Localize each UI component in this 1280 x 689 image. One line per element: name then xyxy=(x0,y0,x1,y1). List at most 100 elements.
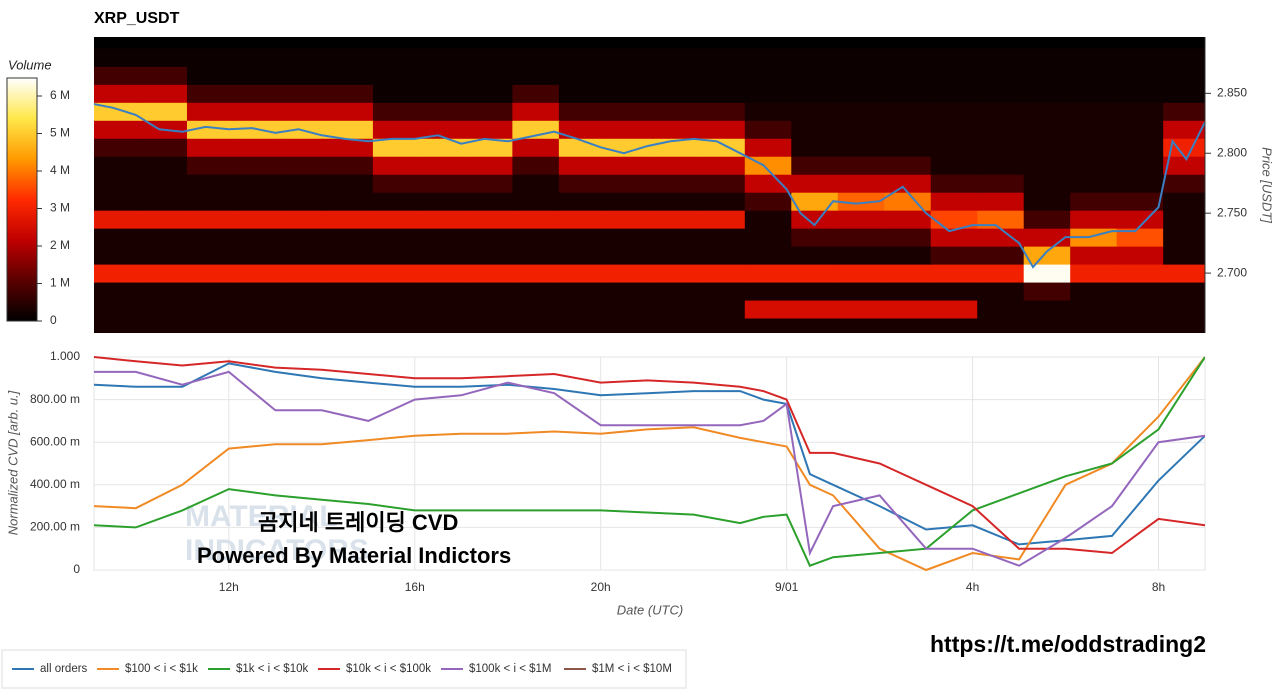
heat-cell xyxy=(94,282,141,301)
heat-cell xyxy=(791,318,839,333)
heat-cell xyxy=(1070,300,1118,319)
legend-label: $100 < i < $1k xyxy=(125,663,198,675)
heat-cell xyxy=(651,174,699,193)
heat-cell xyxy=(698,210,746,229)
heat-cell xyxy=(279,192,327,211)
heat-cell xyxy=(651,228,699,247)
heat-cell xyxy=(279,210,327,229)
heat-cell xyxy=(1023,102,1071,121)
heat-cell xyxy=(326,300,374,319)
heat-cell xyxy=(140,102,188,121)
heat-cell xyxy=(977,120,1025,139)
heat-cell xyxy=(233,318,281,333)
heat-cell xyxy=(94,174,141,193)
heat-cell xyxy=(1070,102,1118,121)
heat-cell xyxy=(1163,48,1205,67)
heat-cell xyxy=(94,318,141,333)
heat-cell xyxy=(512,264,560,283)
heat-cell xyxy=(1163,102,1205,121)
heat-cell xyxy=(279,102,327,121)
heat-cell xyxy=(930,192,978,211)
heat-cell xyxy=(186,138,234,157)
heat-cell xyxy=(791,84,839,103)
heat-cell xyxy=(1070,138,1118,157)
heat-cell xyxy=(605,66,653,85)
heat-cell xyxy=(372,102,420,121)
heat-cell xyxy=(1070,264,1118,283)
heat-cell xyxy=(651,84,699,103)
heat-cell xyxy=(791,66,839,85)
heat-cell xyxy=(884,48,932,67)
heat-cell xyxy=(651,318,699,333)
annotation: Powered By Material Indictors xyxy=(197,543,511,568)
heat-cell xyxy=(791,264,839,283)
y-tick-label: 0 xyxy=(73,562,80,576)
heat-cell xyxy=(326,120,374,139)
heat-cell xyxy=(605,48,653,67)
heat-cell xyxy=(372,66,420,85)
heat-cell xyxy=(977,102,1025,121)
heat-cell xyxy=(605,228,653,247)
heat-cell xyxy=(558,48,606,67)
heat-cell xyxy=(1070,282,1118,301)
heat-cell xyxy=(1023,84,1071,103)
heat-cell xyxy=(140,210,188,229)
heat-cell xyxy=(605,300,653,319)
heat-cell xyxy=(1163,282,1205,301)
heat-cell xyxy=(465,84,513,103)
heat-cell xyxy=(465,48,513,67)
heat-cell xyxy=(651,66,699,85)
heat-cell xyxy=(1070,192,1118,211)
heat-cell xyxy=(326,210,374,229)
heat-cell xyxy=(326,264,374,283)
heat-cell xyxy=(326,138,374,157)
heat-cell xyxy=(791,156,839,175)
heat-cell xyxy=(465,282,513,301)
heat-cell xyxy=(465,192,513,211)
heat-cell xyxy=(1116,300,1164,319)
heat-cell xyxy=(977,66,1025,85)
heat-cell xyxy=(512,48,560,67)
heat-cell xyxy=(186,156,234,175)
heat-cell xyxy=(419,138,467,157)
legend-label: $1k < i < $10k xyxy=(236,663,308,675)
heat-cell xyxy=(372,264,420,283)
heat-cell xyxy=(419,174,467,193)
heat-cell xyxy=(1163,156,1205,175)
heat-cell xyxy=(558,66,606,85)
heat-cell xyxy=(605,318,653,333)
heat-cell xyxy=(233,282,281,301)
heat-cell xyxy=(884,156,932,175)
heat-cell xyxy=(1023,174,1071,193)
heat-cell xyxy=(279,228,327,247)
heat-cell xyxy=(326,318,374,333)
heat-cell xyxy=(186,228,234,247)
cvd-line xyxy=(94,356,1205,555)
heat-cell xyxy=(977,156,1025,175)
heat-cell xyxy=(1163,210,1205,229)
heat-cell xyxy=(651,156,699,175)
heat-cell xyxy=(651,300,699,319)
heat-cell xyxy=(186,192,234,211)
heat-cell xyxy=(930,282,978,301)
colorbar-tick-label: 2 M xyxy=(50,238,70,252)
heat-cell xyxy=(1116,156,1164,175)
heat-cell xyxy=(94,66,141,85)
heat-cell xyxy=(419,318,467,333)
heat-cell xyxy=(605,282,653,301)
heat-cell xyxy=(372,156,420,175)
heat-cell xyxy=(233,228,281,247)
y-tick-label: 2.850 xyxy=(1217,85,1247,99)
legend-label: $1M < i < $10M xyxy=(592,663,672,675)
heat-cell xyxy=(791,300,839,319)
heat-cell xyxy=(372,228,420,247)
heat-cell xyxy=(186,66,234,85)
heat-cell xyxy=(140,264,188,283)
heat-cell xyxy=(279,282,327,301)
heat-cell xyxy=(512,192,560,211)
y-tick-label: 200.00 m xyxy=(30,520,80,534)
heat-cell xyxy=(605,84,653,103)
heat-cell xyxy=(372,84,420,103)
heat-cell xyxy=(233,210,281,229)
heat-cell xyxy=(744,138,792,157)
